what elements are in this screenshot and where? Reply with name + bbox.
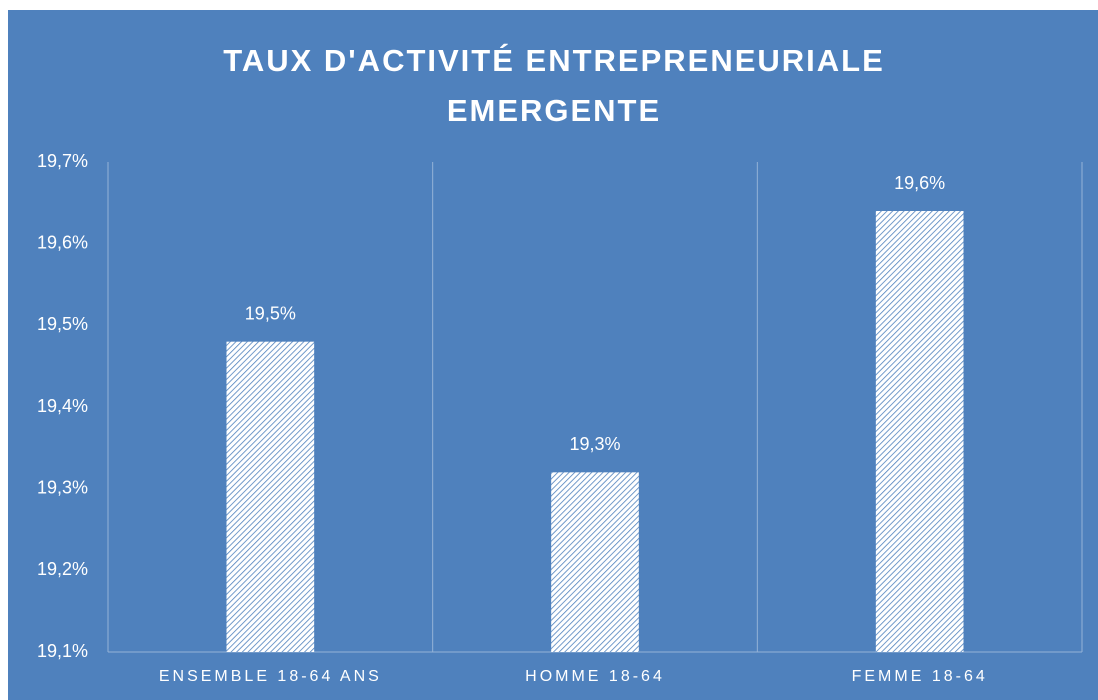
y-tick-label: 19,6%: [37, 232, 88, 252]
data-label: 19,6%: [894, 173, 945, 193]
y-tick-label: 19,1%: [37, 641, 88, 661]
y-tick-label: 19,7%: [37, 151, 88, 171]
x-tick-label: HOMME 18-64: [525, 668, 665, 685]
x-tick-label: ENSEMBLE 18-64 ANS: [159, 668, 382, 685]
data-label: 19,3%: [569, 434, 620, 454]
bar: [875, 211, 964, 652]
chart-title: TAUX D'ACTIVITÉ ENTREPRENEURIALE EMERGEN…: [223, 43, 885, 128]
bar: [226, 341, 315, 652]
y-tick-label: 19,5%: [37, 314, 88, 334]
data-label: 19,5%: [245, 303, 296, 323]
bar: [551, 472, 639, 652]
y-tick-label: 19,3%: [37, 477, 88, 497]
y-tick-label: 19,2%: [37, 559, 88, 579]
y-tick-label: 19,4%: [37, 396, 88, 416]
x-tick-label: FEMME 18-64: [852, 668, 988, 685]
